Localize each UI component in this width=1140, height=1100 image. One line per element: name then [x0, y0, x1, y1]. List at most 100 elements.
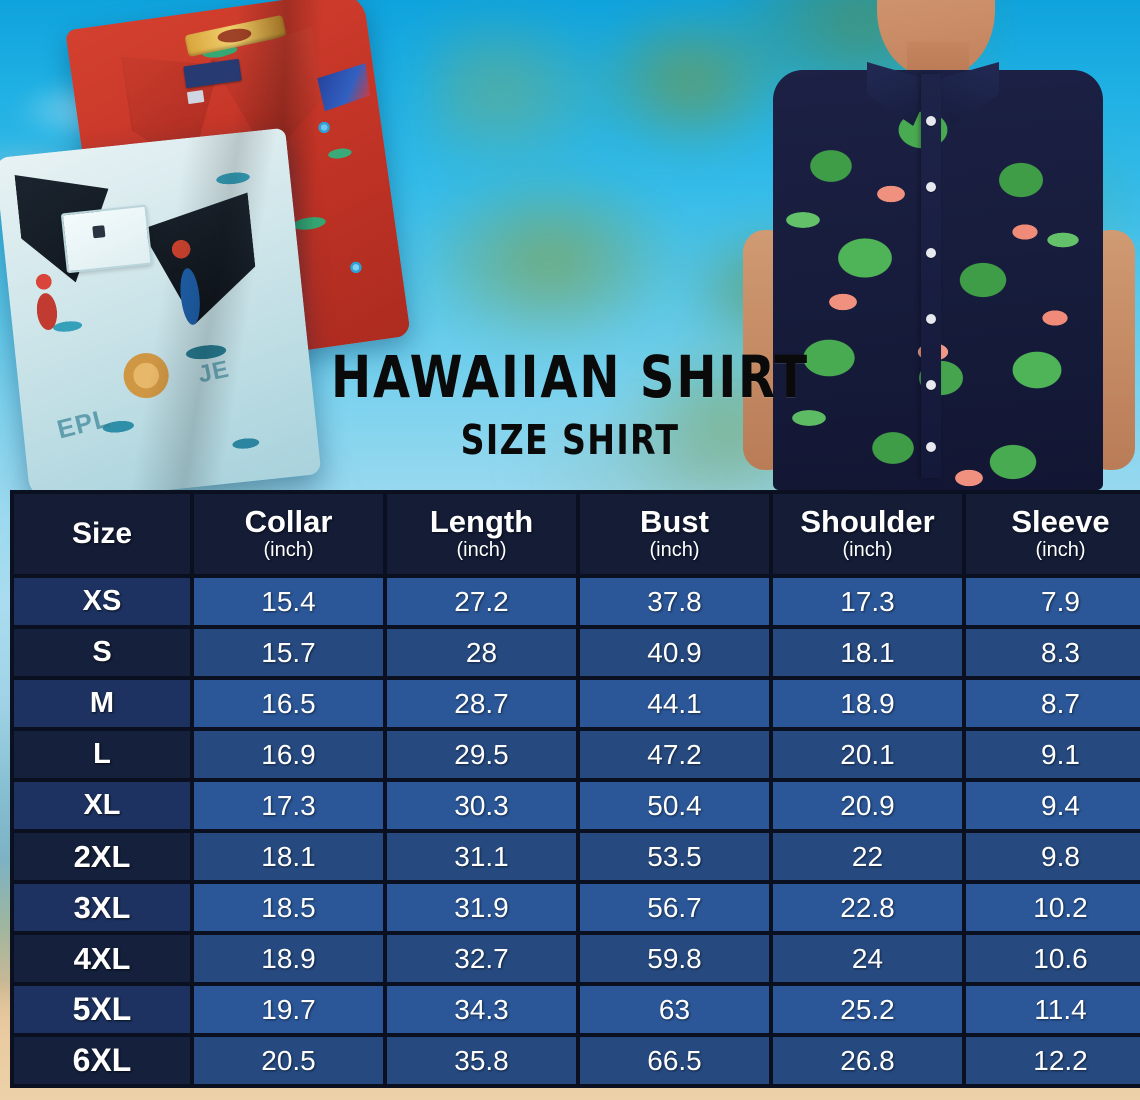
sleeve-cell: 9.1: [964, 729, 1140, 780]
collar-cell: 19.7: [192, 984, 385, 1035]
collar-cell: 18.9: [192, 933, 385, 984]
collar-cell: 16.5: [192, 678, 385, 729]
folded-shirts-photo: EPL JE: [0, 0, 420, 505]
shoulder-cell: 17.3: [771, 576, 964, 627]
bust-cell: 40.9: [578, 627, 771, 678]
column-header-unit: (inch): [842, 539, 893, 562]
size-cell: 6XL: [12, 1035, 192, 1086]
bust-cell: 63: [578, 984, 771, 1035]
length-cell: 31.1: [385, 831, 578, 882]
length-cell: 32.7: [385, 933, 578, 984]
sleeve-cell: 11.4: [964, 984, 1140, 1035]
table-row: 4XL 18.9 32.7 59.8 24 10.6: [12, 933, 1140, 984]
collar-cell: 16.9: [192, 729, 385, 780]
column-header-shoulder: Shoulder (inch): [771, 492, 964, 576]
column-header-unit: (inch): [1035, 539, 1086, 562]
sleeve-cell: 10.2: [964, 882, 1140, 933]
shoulder-cell: 20.9: [771, 780, 964, 831]
collar-cell: 18.5: [192, 882, 385, 933]
shoulder-cell: 22: [771, 831, 964, 882]
length-cell: 27.2: [385, 576, 578, 627]
collar-cell: 20.5: [192, 1035, 385, 1086]
table-row: 5XL 19.7 34.3 63 25.2 11.4: [12, 984, 1140, 1035]
button-placket: [921, 74, 941, 478]
size-cell: L: [12, 729, 192, 780]
shoulder-cell: 25.2: [771, 984, 964, 1035]
size-cell: 2XL: [12, 831, 192, 882]
sleeve-cell: 9.4: [964, 780, 1140, 831]
sleeve-cell: 9.8: [964, 831, 1140, 882]
length-cell: 34.3: [385, 984, 578, 1035]
table-row: XS 15.4 27.2 37.8 17.3 7.9: [12, 576, 1140, 627]
fold-shadow: [0, 127, 322, 505]
shoulder-cell: 24: [771, 933, 964, 984]
column-header-bust: Bust (inch): [578, 492, 771, 576]
column-header-label: Collar: [244, 503, 333, 539]
column-header-unit: (inch): [649, 539, 700, 562]
size-cell: XL: [12, 780, 192, 831]
table-header: Size Collar (inch) Length (inch) Bust (i…: [12, 492, 1140, 576]
sleeve-cell: 8.3: [964, 627, 1140, 678]
size-cell: XS: [12, 576, 192, 627]
bust-cell: 59.8: [578, 933, 771, 984]
column-header-label: Length: [429, 503, 534, 539]
collar-cell: 15.4: [192, 576, 385, 627]
bust-cell: 53.5: [578, 831, 771, 882]
length-cell: 30.3: [385, 780, 578, 831]
header-row: Size Collar (inch) Length (inch) Bust (i…: [12, 492, 1140, 576]
sleeve-cell: 7.9: [964, 576, 1140, 627]
bust-cell: 56.7: [578, 882, 771, 933]
shoulder-cell: 18.9: [771, 678, 964, 729]
table-row: 2XL 18.1 31.1 53.5 22 9.8: [12, 831, 1140, 882]
shoulder-cell: 20.1: [771, 729, 964, 780]
bust-cell: 50.4: [578, 780, 771, 831]
size-cell: M: [12, 678, 192, 729]
shirt-button: [926, 248, 936, 258]
size-cell: 4XL: [12, 933, 192, 984]
shirt-button: [926, 116, 936, 126]
size-cell: S: [12, 627, 192, 678]
column-header-unit: (inch): [263, 539, 314, 562]
column-header-collar: Collar (inch): [192, 492, 385, 576]
length-cell: 28.7: [385, 678, 578, 729]
collar-cell: 18.1: [192, 831, 385, 882]
shirt-button: [926, 314, 936, 324]
column-header-label: Shoulder: [800, 503, 935, 539]
shirt-button: [926, 442, 936, 452]
column-header-label: Size: [71, 517, 133, 550]
table-row: 6XL 20.5 35.8 66.5 26.8 12.2: [12, 1035, 1140, 1086]
bust-cell: 44.1: [578, 678, 771, 729]
size-cell: 5XL: [12, 984, 192, 1035]
bust-cell: 66.5: [578, 1035, 771, 1086]
shirt-button: [926, 380, 936, 390]
table-row: M 16.5 28.7 44.1 18.9 8.7: [12, 678, 1140, 729]
sleeve-cell: 12.2: [964, 1035, 1140, 1086]
blue-hawaiian-shirt-image: EPL JE: [0, 127, 322, 505]
table-row: XL 17.3 30.3 50.4 20.9 9.4: [12, 780, 1140, 831]
column-header-sleeve: Sleeve (inch): [964, 492, 1140, 576]
shirt-button: [926, 182, 936, 192]
table-row: S 15.7 28 40.9 18.1 8.3: [12, 627, 1140, 678]
size-cell: 3XL: [12, 882, 192, 933]
table-body: XS 15.4 27.2 37.8 17.3 7.9 S 15.7 28 40.9 18.1 8.3 M…: [12, 576, 1140, 1086]
collar-cell: 15.7: [192, 627, 385, 678]
bust-cell: 37.8: [578, 576, 771, 627]
table-row: L 16.9 29.5 47.2 20.1 9.1: [12, 729, 1140, 780]
column-header-size: Size: [12, 492, 192, 576]
shoulder-cell: 22.8: [771, 882, 964, 933]
size-chart-table: Size Collar (inch) Length (inch) Bust (i…: [12, 492, 1140, 1086]
sleeve-cell: 8.7: [964, 678, 1140, 729]
column-header-label: Bust: [640, 503, 709, 539]
length-cell: 35.8: [385, 1035, 578, 1086]
length-cell: 29.5: [385, 729, 578, 780]
table-row: 3XL 18.5 31.9 56.7 22.8 10.2: [12, 882, 1140, 933]
column-header-label: Sleeve: [1011, 503, 1110, 539]
sleeve-cell: 10.6: [964, 933, 1140, 984]
bust-cell: 47.2: [578, 729, 771, 780]
length-cell: 28: [385, 627, 578, 678]
model-photo: [735, 0, 1140, 500]
length-cell: 31.9: [385, 882, 578, 933]
shoulder-cell: 26.8: [771, 1035, 964, 1086]
column-header-length: Length (inch): [385, 492, 578, 576]
